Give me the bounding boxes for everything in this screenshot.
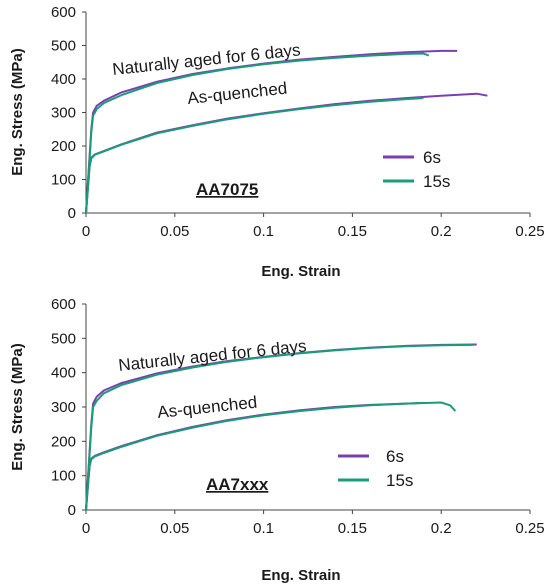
x-tick-label: 0 [82,520,90,537]
x-tick-label: 0.15 [338,223,367,240]
y-tick-labels: 0 100 200 300 400 500 600 [51,296,76,519]
chart-panel-aa7xxx: Eng. Stress (MPa) Eng. Strain 0 100 200 300… [9,296,545,584]
alloy-label: AA7xxx [206,475,269,494]
x-tick-labels: 0 0.05 0.1 0.15 0.2 0.25 [82,223,545,240]
y-tick-label: 500 [51,38,76,55]
y-tick-label: 0 [68,205,76,222]
alloy-label: AA7075 [196,180,258,199]
y-tick-label: 200 [51,138,76,155]
y-tick-label: 600 [51,296,76,313]
series-line-15s [85,52,430,214]
x-axis-title: Eng. Strain [261,567,340,584]
series-line-15s [85,343,474,511]
axes [82,11,531,217]
axes [82,303,531,514]
legend-label-6s: 6s [423,148,441,167]
legend-label-15s: 15s [386,471,413,490]
y-tick-label: 0 [68,502,76,519]
x-tick-label: 0.25 [515,520,544,537]
y-tick-label: 200 [51,433,76,450]
series-group [85,49,488,214]
x-tick-label: 0.15 [338,520,367,537]
chart-panel-aa7075: Eng. Stress (MPa) Eng. Strain 0 100 200 300… [9,4,545,280]
y-tick-label: 600 [51,4,76,21]
x-tick-label: 0.05 [160,520,189,537]
series-group [85,343,477,511]
annotation-naturally-aged: Naturally aged for 6 days [117,336,307,375]
y-axis-title: Eng. Stress (MPa) [9,48,26,176]
y-tick-label: 300 [51,399,76,416]
x-tick-label: 0.1 [253,520,274,537]
y-tick-labels: 0 100 200 300 400 500 600 [51,4,76,222]
y-tick-label: 500 [51,330,76,347]
legend: 6s 15s [383,148,450,191]
x-tick-label: 0.1 [253,223,274,240]
legend: 6s 15s [338,447,413,490]
x-axis-title: Eng. Strain [261,263,340,280]
x-tick-label: 0.05 [160,223,189,240]
y-tick-label: 300 [51,105,76,122]
legend-label-6s: 6s [386,447,404,466]
y-axis-title: Eng. Stress (MPa) [9,343,26,471]
legend-label-15s: 15s [423,172,450,191]
y-tick-label: 400 [51,71,76,88]
y-tick-label: 100 [51,468,76,485]
x-tick-label: 0.25 [515,223,544,240]
x-tick-label: 0.2 [431,520,452,537]
x-tick-labels: 0 0.05 0.1 0.15 0.2 0.25 [82,520,545,537]
y-tick-label: 400 [51,365,76,382]
annotation-as-quenched: As-quenched [186,79,288,108]
series-line-15s [85,97,424,214]
y-tick-label: 100 [51,172,76,189]
x-tick-label: 0.2 [431,223,452,240]
series-line-15s [85,401,457,511]
x-tick-label: 0 [82,223,90,240]
